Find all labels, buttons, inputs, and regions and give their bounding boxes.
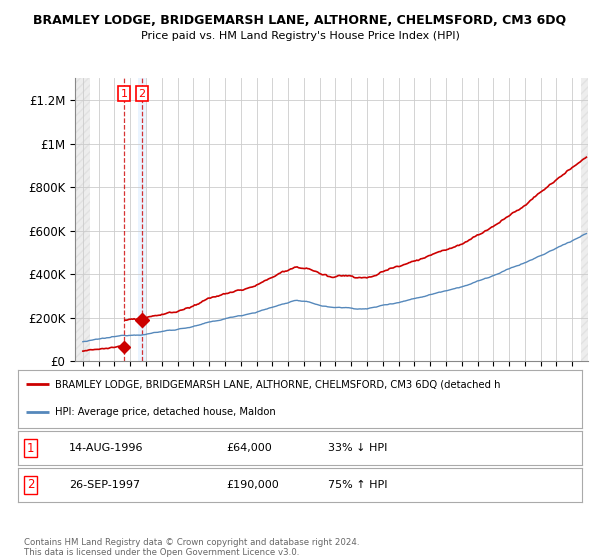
Bar	[581, 78, 588, 361]
Text: 75% ↑ HPI: 75% ↑ HPI	[328, 480, 388, 490]
Bar	[138, 78, 146, 361]
Text: HPI: Average price, detached house, Maldon: HPI: Average price, detached house, Mald…	[55, 407, 275, 417]
Text: 2: 2	[26, 478, 34, 492]
Text: 2: 2	[139, 88, 145, 99]
Text: £190,000: £190,000	[227, 480, 280, 490]
Text: Price paid vs. HM Land Registry's House Price Index (HPI): Price paid vs. HM Land Registry's House …	[140, 31, 460, 41]
Text: 26-SEP-1997: 26-SEP-1997	[69, 480, 140, 490]
Bar	[75, 78, 89, 361]
Text: 33% ↓ HPI: 33% ↓ HPI	[328, 443, 388, 453]
Text: 14-AUG-1996: 14-AUG-1996	[69, 443, 143, 453]
Text: BRAMLEY LODGE, BRIDGEMARSH LANE, ALTHORNE, CHELMSFORD, CM3 6DQ (detached h: BRAMLEY LODGE, BRIDGEMARSH LANE, ALTHORN…	[55, 379, 500, 389]
Text: Contains HM Land Registry data © Crown copyright and database right 2024.
This d: Contains HM Land Registry data © Crown c…	[24, 538, 359, 557]
Text: £64,000: £64,000	[227, 443, 272, 453]
Text: BRAMLEY LODGE, BRIDGEMARSH LANE, ALTHORNE, CHELMSFORD, CM3 6DQ: BRAMLEY LODGE, BRIDGEMARSH LANE, ALTHORN…	[34, 14, 566, 27]
Text: 1: 1	[26, 441, 34, 455]
Text: 1: 1	[121, 88, 128, 99]
